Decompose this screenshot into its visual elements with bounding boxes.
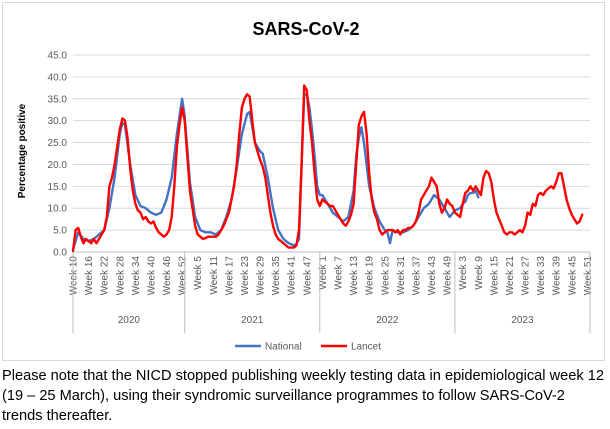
x-tick-label: Week 35 — [271, 256, 282, 296]
x-tick-label: Week 11 — [209, 256, 220, 295]
chart-svg: SARS-CoV-2 Percentage positive 0.0 5.0 10.… — [17, 19, 594, 353]
x-tick-label: Week 1 — [318, 256, 329, 290]
x-axis: Week 10 Week 16 Week 22 Week 28 Week 34 Week … — [69, 251, 594, 296]
x-tick-label: Week 28 — [115, 256, 126, 296]
year-label: 2020 — [118, 315, 141, 326]
x-tick-label: Week 9 — [474, 256, 485, 290]
series-lines — [71, 84, 584, 253]
x-tick-label: Week 49 — [443, 256, 454, 296]
x-tick-label: Week 43 — [427, 256, 438, 296]
x-tick-label: Week 10 — [69, 256, 80, 296]
x-tick-label: Week 25 — [380, 256, 391, 296]
x-tick-label: Week 29 — [256, 256, 267, 296]
x-tick-label: Week 17 — [224, 256, 235, 296]
y-tick-label: 40.0 — [48, 72, 68, 83]
x-tick-label: Week 40 — [146, 256, 157, 296]
x-tick-label: Week 21 — [505, 256, 516, 296]
footnote: Please note that the NICD stopped publis… — [2, 368, 604, 424]
grid-lines — [73, 54, 590, 253]
y-axis-label: Percentage positive — [17, 103, 28, 198]
y-tick-label: 30.0 — [48, 116, 68, 127]
year-label: 2021 — [241, 315, 264, 326]
year-label: 2022 — [376, 315, 399, 326]
x-tick-label: Week 51 — [583, 256, 594, 296]
x-tick-label: Week 34 — [131, 256, 142, 296]
x-tick-label: Week 13 — [349, 256, 360, 296]
y-tick-label: 35.0 — [48, 94, 68, 105]
x-tick-label: Week 3 — [458, 256, 469, 290]
y-tick-label: 20.0 — [48, 160, 68, 171]
y-tick-labels: 0.0 5.0 10.0 15.0 20.0 25.0 30.0 35.0 40.0 45.0 — [48, 51, 68, 259]
x-tick-label: Week 31 — [396, 256, 407, 296]
y-tick-label: 10.0 — [48, 204, 68, 215]
x-tick-label: Week 19 — [365, 256, 376, 296]
x-tick-label: Week 33 — [536, 256, 547, 296]
series-line-national — [71, 93, 480, 251]
x-tick-label: Week 52 — [178, 256, 189, 296]
x-tick-label: Week 7 — [333, 256, 344, 290]
x-tick-label: Week 16 — [84, 256, 95, 296]
x-tick-label: Week 41 — [287, 256, 298, 296]
series-line-lancet — [71, 84, 584, 253]
year-axis: 2020 2021 2022 2023 — [72, 252, 591, 333]
y-tick-label: 15.0 — [48, 182, 68, 193]
x-tick-label: Week 47 — [302, 256, 313, 296]
x-tick-label: Week 23 — [240, 256, 251, 296]
y-tick-label: 5.0 — [53, 226, 67, 237]
x-tick-label: Week 46 — [162, 256, 173, 296]
chart-frame: SARS-CoV-2 Percentage positive 0.0 5.0 10.… — [2, 2, 605, 361]
chart-title: SARS-CoV-2 — [252, 19, 359, 39]
legend: National Lancet — [235, 342, 381, 353]
x-tick-label: Week 37 — [411, 256, 422, 296]
legend-label-lancet: Lancet — [351, 342, 381, 353]
x-tick-label: Week 5 — [193, 256, 204, 290]
year-label: 2023 — [511, 315, 534, 326]
y-tick-label: 45.0 — [48, 51, 68, 62]
y-tick-label: 25.0 — [48, 138, 68, 149]
x-tick-label: Week 15 — [489, 256, 500, 296]
x-tick-label: Week 27 — [521, 256, 532, 296]
legend-label-national: National — [265, 342, 302, 353]
x-tick-label: Week 22 — [100, 256, 111, 296]
x-tick-label: Week 45 — [567, 256, 578, 296]
x-tick-label: Week 39 — [552, 256, 563, 296]
y-tick-label: 0.0 — [53, 248, 67, 259]
